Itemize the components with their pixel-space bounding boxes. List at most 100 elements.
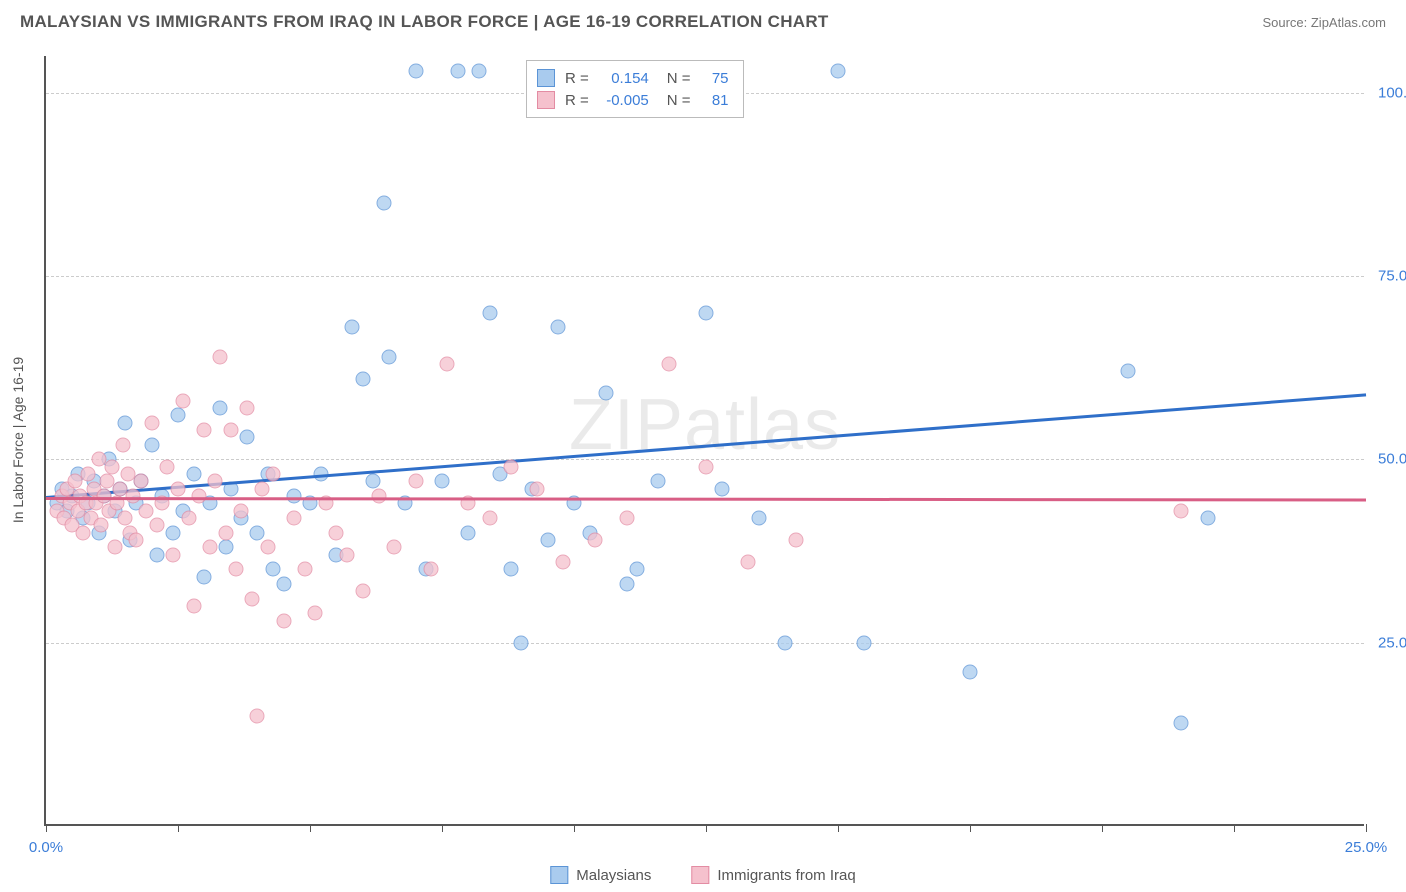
data-point — [482, 305, 497, 320]
data-point — [778, 635, 793, 650]
data-point — [118, 415, 133, 430]
data-point — [662, 357, 677, 372]
data-point — [213, 401, 228, 416]
data-point — [181, 511, 196, 526]
data-point — [831, 63, 846, 78]
title-bar: MALAYSIAN VS IMMIGRANTS FROM IRAQ IN LAB… — [0, 0, 1406, 40]
data-point — [144, 415, 159, 430]
x-tick — [178, 824, 179, 832]
x-tick — [310, 824, 311, 832]
x-tick — [574, 824, 575, 832]
data-point — [250, 525, 265, 540]
legend-item-iraq: Immigrants from Iraq — [691, 866, 855, 884]
data-point — [297, 562, 312, 577]
data-point — [186, 467, 201, 482]
legend-label: Malaysians — [576, 867, 651, 884]
gridline — [46, 643, 1364, 644]
n-value: 75 — [701, 70, 729, 87]
legend-item-malaysians: Malaysians — [550, 866, 651, 884]
data-point — [250, 709, 265, 724]
data-point — [218, 525, 233, 540]
data-point — [244, 591, 259, 606]
data-point — [551, 320, 566, 335]
data-point — [857, 635, 872, 650]
data-point — [192, 489, 207, 504]
data-point — [234, 503, 249, 518]
data-point — [461, 525, 476, 540]
data-point — [160, 459, 175, 474]
n-value: 81 — [701, 92, 729, 109]
data-point — [171, 481, 186, 496]
data-point — [540, 533, 555, 548]
legend-label: Immigrants from Iraq — [717, 867, 855, 884]
data-point — [213, 349, 228, 364]
data-point — [530, 481, 545, 496]
data-point — [741, 555, 756, 570]
data-point — [630, 562, 645, 577]
data-point — [197, 569, 212, 584]
data-point — [229, 562, 244, 577]
data-point — [339, 547, 354, 562]
data-point — [503, 562, 518, 577]
r-label: R = — [565, 70, 589, 87]
data-point — [287, 489, 302, 504]
data-point — [197, 423, 212, 438]
data-point — [144, 437, 159, 452]
data-point — [287, 511, 302, 526]
data-point — [387, 540, 402, 555]
data-point — [94, 518, 109, 533]
data-point — [207, 474, 222, 489]
data-point — [788, 533, 803, 548]
y-tick-label: 100.0% — [1368, 84, 1406, 101]
x-tick-label: 0.0% — [29, 839, 63, 856]
stats-row: R =-0.005N =81 — [537, 89, 729, 111]
data-point — [276, 577, 291, 592]
data-point — [963, 665, 978, 680]
data-point — [503, 459, 518, 474]
data-point — [165, 547, 180, 562]
data-point — [482, 511, 497, 526]
x-tick — [46, 824, 47, 832]
data-point — [255, 481, 270, 496]
data-point — [139, 503, 154, 518]
x-tick — [442, 824, 443, 832]
stats-box: R = 0.154 N = 75 R =-0.005N =81 — [526, 60, 744, 118]
data-point — [149, 547, 164, 562]
r-value: -0.005 — [599, 92, 649, 109]
data-point — [239, 430, 254, 445]
n-label: N = — [667, 70, 691, 87]
data-point — [424, 562, 439, 577]
y-tick-label: 75.0% — [1368, 268, 1406, 285]
x-tick — [706, 824, 707, 832]
data-point — [202, 540, 217, 555]
data-point — [126, 489, 141, 504]
data-point — [1200, 511, 1215, 526]
data-point — [107, 540, 122, 555]
data-point — [471, 63, 486, 78]
data-point — [408, 63, 423, 78]
data-point — [1121, 364, 1136, 379]
data-point — [165, 525, 180, 540]
swatch-pink-icon — [691, 866, 709, 884]
r-value: 0.154 — [599, 70, 649, 87]
series-swatch-icon — [537, 91, 555, 109]
data-point — [223, 423, 238, 438]
data-point — [260, 540, 275, 555]
data-point — [699, 459, 714, 474]
bottom-legend: Malaysians Immigrants from Iraq — [550, 866, 855, 884]
data-point — [105, 459, 120, 474]
stats-row: R = 0.154 N = 75 — [537, 67, 729, 89]
swatch-blue-icon — [550, 866, 568, 884]
data-point — [1174, 716, 1189, 731]
x-tick — [1366, 824, 1367, 832]
data-point — [266, 562, 281, 577]
data-point — [128, 533, 143, 548]
data-point — [266, 467, 281, 482]
data-point — [450, 63, 465, 78]
data-point — [176, 393, 191, 408]
data-point — [308, 606, 323, 621]
data-point — [276, 613, 291, 628]
data-point — [435, 474, 450, 489]
data-point — [355, 584, 370, 599]
data-point — [382, 349, 397, 364]
